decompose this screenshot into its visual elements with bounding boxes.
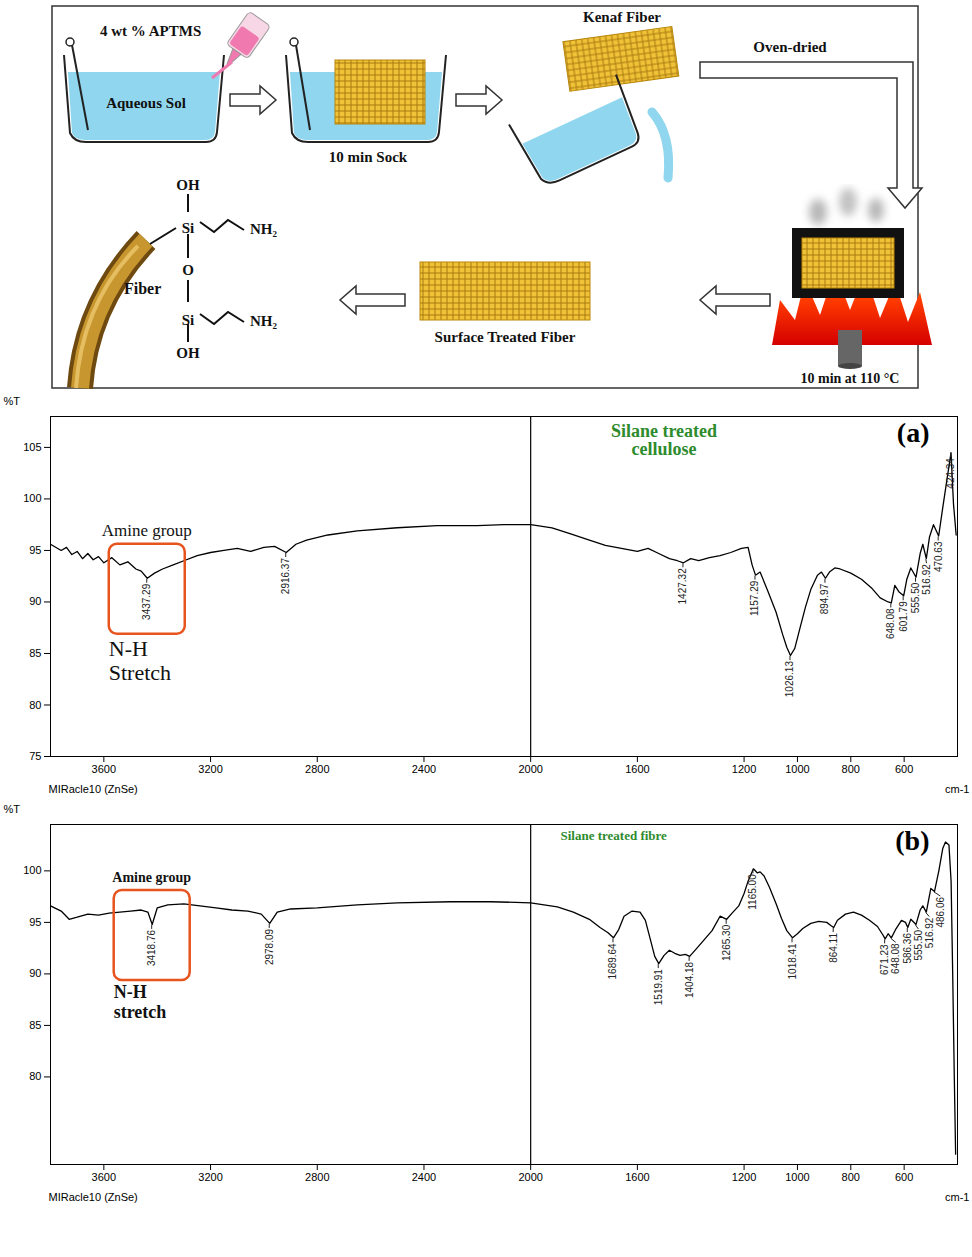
svg-text:600: 600 — [895, 1171, 913, 1183]
svg-text:Silane treated fibre: Silane treated fibre — [561, 828, 668, 843]
svg-text:Kenaf Fiber: Kenaf Fiber — [583, 9, 661, 25]
svg-text:Fiber: Fiber — [124, 280, 161, 297]
svg-text:90: 90 — [29, 595, 41, 607]
svg-text:1427.32: 1427.32 — [677, 568, 688, 605]
svg-text:%T: %T — [4, 395, 21, 407]
svg-text:Si: Si — [182, 220, 195, 236]
svg-text:648.08: 648.08 — [885, 608, 896, 639]
svg-text:1026.13: 1026.13 — [784, 661, 795, 698]
svg-text:4 wt % APTMS: 4 wt % APTMS — [100, 23, 201, 39]
svg-text:1600: 1600 — [625, 763, 649, 775]
svg-text:95: 95 — [29, 544, 41, 556]
svg-text:95: 95 — [29, 916, 41, 928]
svg-text:2916.37: 2916.37 — [280, 558, 291, 595]
svg-text:3437.29: 3437.29 — [141, 583, 152, 620]
svg-text:1200: 1200 — [732, 763, 756, 775]
svg-text:1404.18: 1404.18 — [684, 961, 695, 998]
svg-text:Aqueous Sol: Aqueous Sol — [106, 95, 186, 111]
svg-text:3600: 3600 — [92, 763, 116, 775]
svg-text:80: 80 — [29, 1070, 41, 1082]
svg-text:OH: OH — [176, 177, 200, 193]
svg-text:2400: 2400 — [412, 763, 436, 775]
svg-text:2400: 2400 — [412, 1171, 436, 1183]
svg-text:(b): (b) — [895, 825, 929, 856]
svg-text:586.36: 586.36 — [902, 933, 913, 964]
svg-text:85: 85 — [29, 1019, 41, 1031]
svg-text:3200: 3200 — [198, 1171, 222, 1183]
svg-text:OH: OH — [176, 345, 200, 361]
svg-text:1165.00: 1165.00 — [747, 874, 758, 910]
svg-text:N-HStretch: N-HStretch — [109, 636, 171, 685]
svg-text:601.79: 601.79 — [898, 601, 909, 632]
svg-text:424.34: 424.34 — [945, 458, 956, 489]
svg-text:1018.41: 1018.41 — [787, 943, 798, 980]
svg-text:Oven-dried: Oven-dried — [753, 39, 827, 55]
svg-text:100: 100 — [23, 864, 41, 876]
svg-text:2000: 2000 — [518, 763, 542, 775]
svg-text:90: 90 — [29, 967, 41, 979]
svg-text:cm-1: cm-1 — [945, 1191, 969, 1203]
svg-text:%T: %T — [4, 803, 21, 815]
svg-text:800: 800 — [842, 1171, 860, 1183]
svg-text:1157.29: 1157.29 — [749, 580, 760, 616]
svg-text:3600: 3600 — [92, 1171, 116, 1183]
svg-text:516.92: 516.92 — [924, 917, 935, 948]
svg-text:648.08: 648.08 — [890, 943, 901, 974]
svg-text:516.92: 516.92 — [921, 564, 932, 595]
svg-text:864.11: 864.11 — [828, 933, 839, 963]
svg-text:486.06: 486.06 — [935, 897, 946, 928]
svg-text:O: O — [182, 262, 194, 278]
svg-text:10 min at 110 °C: 10 min at 110 °C — [801, 371, 900, 386]
svg-text:105: 105 — [23, 441, 41, 453]
svg-text:671.23: 671.23 — [879, 944, 890, 975]
svg-text:1200: 1200 — [732, 1171, 756, 1183]
svg-text:85: 85 — [29, 647, 41, 659]
svg-text:600: 600 — [895, 763, 913, 775]
svg-text:Amine group: Amine group — [102, 521, 192, 540]
svg-text:2800: 2800 — [305, 763, 329, 775]
svg-text:2978.09: 2978.09 — [264, 928, 275, 965]
svg-text:1689.64: 1689.64 — [607, 943, 618, 980]
svg-text:470.63: 470.63 — [933, 541, 944, 572]
svg-text:80: 80 — [29, 699, 41, 711]
svg-text:1000: 1000 — [785, 1171, 809, 1183]
svg-text:1265.30: 1265.30 — [721, 924, 732, 961]
svg-text:1519.91: 1519.91 — [653, 969, 664, 1006]
svg-text:1600: 1600 — [625, 1171, 649, 1183]
svg-text:10 min Sock: 10 min Sock — [329, 149, 408, 165]
svg-text:Silane treatedcellulose: Silane treatedcellulose — [611, 421, 717, 459]
svg-text:Si: Si — [182, 312, 195, 328]
svg-text:NH₂: NH₂ — [250, 313, 278, 329]
svg-text:555.50: 555.50 — [910, 582, 921, 613]
svg-text:894.97: 894.97 — [819, 583, 830, 614]
svg-text:3418.76: 3418.76 — [146, 930, 157, 967]
svg-text:75: 75 — [29, 750, 41, 762]
svg-text:N-Hstretch: N-Hstretch — [114, 982, 167, 1022]
svg-text:2000: 2000 — [518, 1171, 542, 1183]
svg-text:NH₂: NH₂ — [250, 221, 278, 237]
svg-text:cm-1: cm-1 — [945, 783, 969, 795]
svg-text:Amine group: Amine group — [112, 870, 191, 885]
svg-text:1000: 1000 — [785, 763, 809, 775]
svg-text:3200: 3200 — [198, 763, 222, 775]
svg-text:100: 100 — [23, 492, 41, 504]
svg-text:800: 800 — [842, 763, 860, 775]
svg-text:2800: 2800 — [305, 1171, 329, 1183]
svg-text:555.50: 555.50 — [913, 930, 924, 961]
svg-text:Surface Treated Fiber: Surface Treated Fiber — [435, 329, 576, 345]
svg-text:MIRacle10 (ZnSe): MIRacle10 (ZnSe) — [49, 1191, 138, 1203]
svg-text:(a): (a) — [897, 417, 930, 448]
svg-text:MIRacle10 (ZnSe): MIRacle10 (ZnSe) — [49, 783, 138, 795]
